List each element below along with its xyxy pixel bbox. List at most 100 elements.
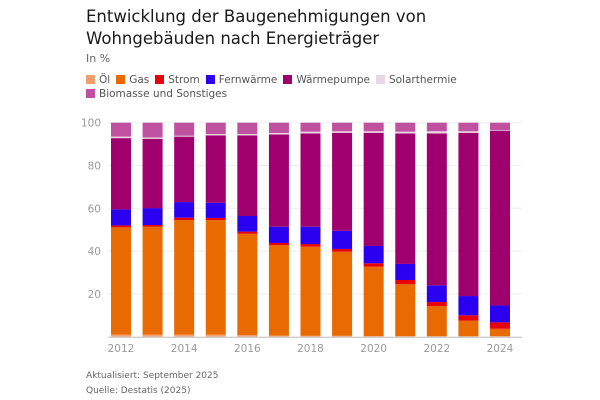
legend-swatch bbox=[155, 75, 165, 84]
bar-segment bbox=[363, 122, 384, 132]
legend-label: Wärmepumpe bbox=[296, 74, 370, 86]
bar-segment bbox=[111, 138, 131, 210]
legend-item: Öl bbox=[86, 73, 110, 87]
legend-item: Biomasse und Sonstiges bbox=[86, 87, 227, 101]
updated-note: Aktualisiert: September 2025 bbox=[86, 371, 219, 381]
bar-segment bbox=[332, 230, 353, 249]
bar-segment bbox=[458, 296, 479, 316]
legend: Öl Gas Strom Fernwärme Wärmepumpe Solarthermi… bbox=[86, 73, 526, 101]
x-tick-label: 2012 bbox=[108, 343, 135, 355]
bar-segment bbox=[111, 122, 131, 137]
legend-label: Biomasse und Sonstiges bbox=[99, 88, 228, 100]
bar-segment bbox=[174, 136, 195, 203]
bar-segment bbox=[363, 131, 384, 133]
bar-segment bbox=[458, 122, 479, 132]
bar-segment bbox=[205, 134, 226, 136]
y-tick-label: 100 bbox=[81, 118, 101, 130]
y-tick-label: 60 bbox=[88, 203, 101, 215]
bar-segment bbox=[268, 242, 289, 246]
legend-label: Strom bbox=[168, 74, 200, 86]
bar-segment bbox=[300, 226, 321, 245]
bar-segment bbox=[395, 133, 416, 264]
bar-segment bbox=[268, 226, 289, 243]
bar-segment bbox=[300, 131, 321, 134]
bar-segment bbox=[205, 135, 226, 203]
legend-swatch bbox=[116, 75, 126, 84]
legend-swatch bbox=[86, 75, 95, 84]
bar-segment bbox=[490, 129, 510, 131]
bar-segment bbox=[363, 266, 384, 337]
legend-item: Strom bbox=[155, 73, 200, 87]
source-note: Quelle: Destatis (2025) bbox=[86, 386, 191, 396]
x-tick-label: 2020 bbox=[360, 343, 387, 355]
bar-segment bbox=[332, 251, 353, 336]
bar-segment bbox=[237, 135, 258, 217]
bar-segment bbox=[142, 122, 163, 138]
bar-segment bbox=[268, 132, 289, 135]
bar-segment bbox=[395, 122, 416, 132]
legend-swatch bbox=[205, 75, 215, 84]
bar-segment bbox=[458, 131, 479, 133]
bar-segment bbox=[174, 135, 195, 137]
bar-segment bbox=[426, 302, 447, 307]
bar-segment bbox=[395, 336, 416, 337]
bar-segment bbox=[363, 263, 384, 267]
bar-segment bbox=[458, 132, 479, 297]
bar-segment bbox=[395, 263, 416, 280]
bar-segment bbox=[174, 220, 195, 335]
bar-segment bbox=[174, 122, 195, 136]
bar-segment bbox=[268, 122, 289, 133]
bar-segment bbox=[268, 245, 289, 336]
bar-segment bbox=[142, 224, 163, 227]
x-tick-label: 2022 bbox=[423, 343, 450, 355]
bar-segment bbox=[142, 208, 163, 225]
legend-label: Gas bbox=[129, 74, 150, 86]
bar-segment bbox=[395, 131, 416, 134]
bar-segment bbox=[363, 132, 384, 246]
bar-segment bbox=[237, 216, 258, 232]
bar-segment bbox=[268, 335, 289, 337]
y-tick-label: 40 bbox=[88, 246, 101, 258]
bar-segment bbox=[237, 231, 258, 234]
legend-swatch bbox=[283, 75, 293, 84]
legend-label: Öl bbox=[99, 74, 111, 86]
bar-segment bbox=[332, 132, 353, 231]
bar-segment bbox=[205, 220, 226, 335]
bar-segment bbox=[268, 134, 289, 227]
bar-segment bbox=[205, 122, 226, 135]
bar-segment bbox=[490, 305, 510, 323]
bar-segment bbox=[300, 244, 321, 247]
bar-segment bbox=[142, 137, 163, 139]
bar-segment bbox=[300, 133, 321, 227]
bar-segment bbox=[332, 122, 353, 132]
legend-swatch bbox=[375, 75, 385, 84]
bar-segment bbox=[490, 130, 510, 306]
bar-segment bbox=[363, 245, 384, 264]
y-tick-label: 80 bbox=[88, 161, 101, 173]
bar-segment bbox=[426, 133, 447, 286]
bar-segment bbox=[205, 334, 226, 337]
bar-segment bbox=[300, 335, 321, 337]
bar-segment bbox=[205, 217, 226, 221]
bar-segment bbox=[174, 217, 195, 221]
legend-label: Fernwärme bbox=[218, 74, 278, 86]
bar-segment bbox=[111, 334, 131, 337]
legend-item: Gas bbox=[116, 73, 149, 87]
bar-segment bbox=[237, 334, 258, 337]
bar-segment bbox=[237, 134, 258, 136]
bar-segment bbox=[458, 315, 479, 321]
bar-segment bbox=[395, 279, 416, 285]
bar-segment bbox=[426, 306, 447, 337]
bar-segment bbox=[300, 246, 321, 336]
bar-segment bbox=[237, 233, 258, 335]
bar-segment bbox=[111, 225, 131, 228]
bar-segment bbox=[111, 227, 131, 335]
bar-segment bbox=[237, 122, 258, 135]
legend-item: Solarthermie bbox=[375, 73, 457, 87]
bar-segment bbox=[426, 122, 447, 132]
bar-segment bbox=[426, 285, 447, 303]
bar-segment bbox=[490, 122, 510, 130]
bar-segment bbox=[332, 335, 353, 337]
bar-segment bbox=[174, 334, 195, 337]
bar-segment bbox=[111, 136, 131, 139]
